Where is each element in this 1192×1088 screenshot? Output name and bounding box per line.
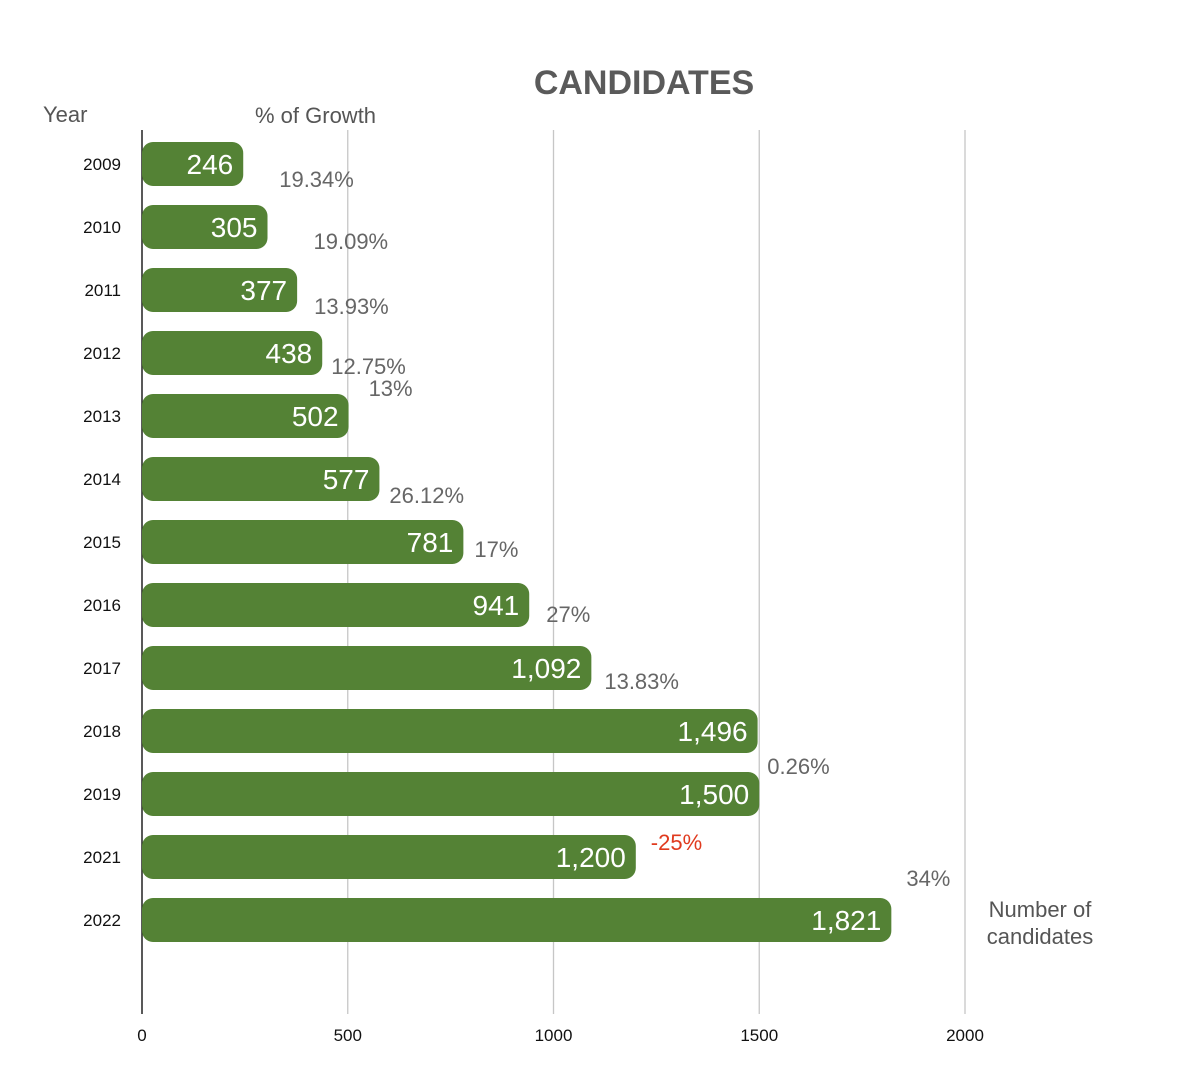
growth-label: 34% [906,866,950,891]
year-label: 2022 [83,911,121,930]
year-label: 2017 [83,659,121,678]
x-tick-label: 0 [137,1026,146,1045]
bar-value-label: 502 [292,401,339,432]
bar-value-label: 438 [266,338,313,369]
x-tick-label: 1000 [535,1026,573,1045]
gridlines [347,130,966,1014]
bar-value-label: 781 [407,527,454,558]
bar [142,331,323,375]
bar [142,709,758,753]
growth-label: 13% [369,376,413,401]
growth-label: -25% [651,830,702,855]
bar [142,205,268,249]
bar-value-label: 377 [240,275,287,306]
y-axis-label: Year [43,102,87,127]
year-label: 2013 [83,407,121,426]
bar [142,835,636,879]
bar-value-label: 1,200 [556,842,626,873]
bar-value-label: 246 [187,149,234,180]
year-label: 2009 [83,155,121,174]
growth-label: 27% [546,602,590,627]
x-axis-label-line2: candidates [987,924,1093,949]
bar-value-label: 305 [211,212,258,243]
year-label: 2014 [83,470,121,489]
bar-value-label: 1,821 [811,905,881,936]
bar [142,520,464,564]
bar [142,898,892,942]
bar-value-label: 1,500 [679,779,749,810]
x-tick-label: 1500 [740,1026,778,1045]
x-tick-label: 500 [334,1026,362,1045]
bar [142,142,244,186]
year-label: 2021 [83,848,121,867]
bar [142,583,530,627]
x-axis-label-line1: Number of [989,897,1093,922]
bar-value-label: 1,496 [678,716,748,747]
year-label: 2015 [83,533,121,552]
bar-value-label: 941 [473,590,520,621]
growth-label: 12.75% [331,354,406,379]
year-label: 2018 [83,722,121,741]
growth-label: 19.34% [279,167,354,192]
year-label: 2011 [84,281,121,300]
chart-title: CANDIDATES [534,64,754,102]
growth-label: 13.93% [314,294,389,319]
growth-header: % of Growth [255,103,376,128]
bars: 2009 246 19.34% 2010 305 19.09% 2011 377 13.93% 2… [83,142,950,942]
year-label: 2019 [83,785,121,804]
bar [142,268,298,312]
growth-label: 19.09% [314,229,389,254]
bar-value-label: 577 [323,464,370,495]
x-axis-ticks: 0 500 1000 1500 2000 [137,1026,984,1045]
year-label: 2016 [83,596,121,615]
bar [142,457,380,501]
x-tick-label: 2000 [946,1026,984,1045]
bar [142,646,592,690]
growth-label: 17% [474,537,518,562]
growth-label: 13.83% [604,669,679,694]
bar [142,394,349,438]
growth-label: 26.12% [389,483,464,508]
year-label: 2010 [83,218,121,237]
year-label: 2012 [83,344,121,363]
bar [142,772,760,816]
bar-value-label: 1,092 [511,653,581,684]
growth-label: 0.26% [767,754,829,779]
